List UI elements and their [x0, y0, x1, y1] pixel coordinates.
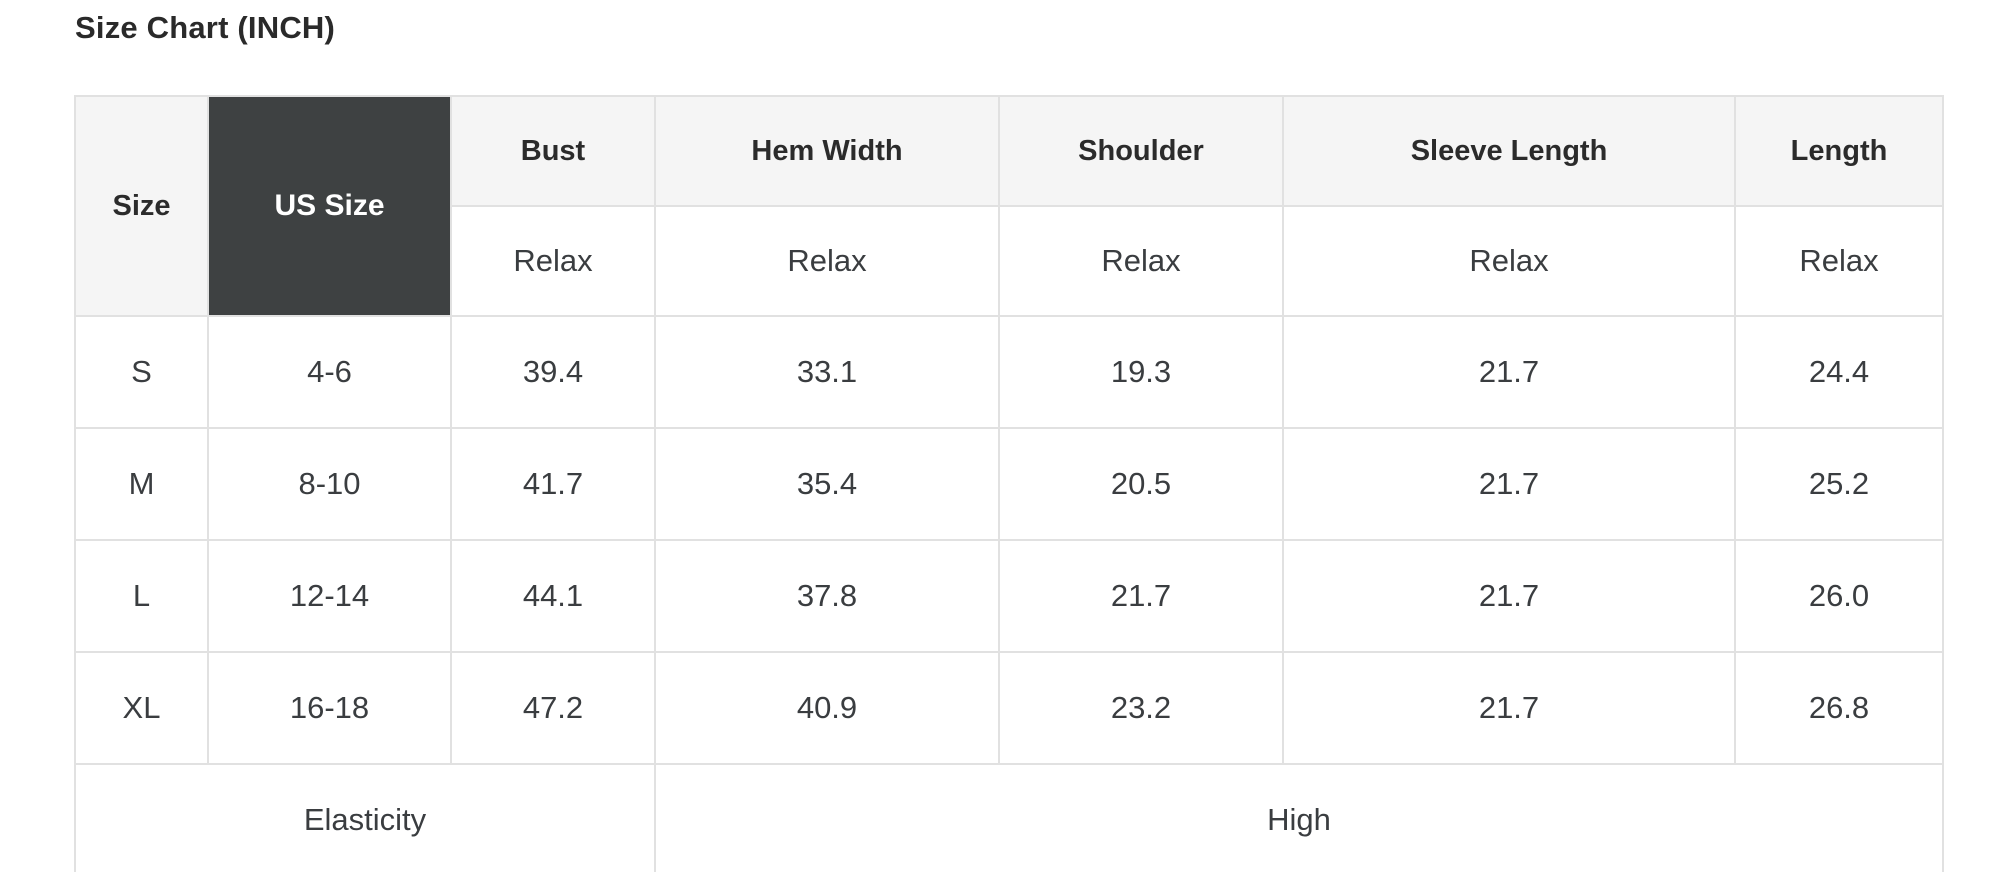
page-title: Size Chart (INCH)	[75, 10, 336, 45]
header-cell-shoulder: Shoulder	[998, 95, 1284, 207]
bust-value-cell: 39.4	[450, 315, 656, 429]
shoulder-value-cell: 23.2	[998, 651, 1284, 765]
table-row-m: M 8-10 41.7 35.4 20.5 21.7 25.2	[74, 427, 1944, 541]
sleeve-length-value-cell: 21.7	[1282, 651, 1736, 765]
hem-width-value-cell: 37.8	[654, 539, 1000, 653]
elasticity-value-cell: High	[654, 763, 1944, 872]
header-cell-sleeve-length: Sleeve Length	[1282, 95, 1736, 207]
bust-value-cell: 47.2	[450, 651, 656, 765]
length-value-cell: 24.4	[1734, 315, 1944, 429]
sleeve-length-value-cell: 21.7	[1282, 427, 1736, 541]
elasticity-row: Elasticity High	[74, 763, 1944, 872]
table-row-l: L 12-14 44.1 37.8 21.7 21.7 26.0	[74, 539, 1944, 653]
elasticity-label-cell: Elasticity	[74, 763, 656, 872]
header-cell-length: Length	[1734, 95, 1944, 207]
length-value-cell: 26.0	[1734, 539, 1944, 653]
bust-value-cell: 44.1	[450, 539, 656, 653]
size-cell: XL	[74, 651, 209, 765]
us-size-cell: 4-6	[207, 315, 452, 429]
fit-cell-length: Relax	[1734, 205, 1944, 317]
bust-value-cell: 41.7	[450, 427, 656, 541]
header-cell-size: Size	[74, 95, 209, 317]
shoulder-value-cell: 19.3	[998, 315, 1284, 429]
header-cell-hem-width: Hem Width	[654, 95, 1000, 207]
shoulder-value-cell: 20.5	[998, 427, 1284, 541]
size-cell: S	[74, 315, 209, 429]
hem-width-value-cell: 35.4	[654, 427, 1000, 541]
us-size-cell: 16-18	[207, 651, 452, 765]
header-row-fit: Relax Relax Relax Relax Relax	[75, 205, 1944, 317]
fit-cell-bust: Relax	[450, 205, 656, 317]
us-size-cell: 8-10	[207, 427, 452, 541]
hem-width-value-cell: 40.9	[654, 651, 1000, 765]
table-row-xl: XL 16-18 47.2 40.9 23.2 21.7 26.8	[74, 651, 1944, 765]
length-value-cell: 26.8	[1734, 651, 1944, 765]
size-cell: L	[74, 539, 209, 653]
shoulder-value-cell: 21.7	[998, 539, 1284, 653]
length-value-cell: 25.2	[1734, 427, 1944, 541]
hem-width-value-cell: 33.1	[654, 315, 1000, 429]
fit-cell-hem-width: Relax	[654, 205, 1000, 317]
size-chart-table: Size US Size Bust Hem Width Shoulder Sle…	[74, 95, 1944, 872]
sleeve-length-value-cell: 21.7	[1282, 315, 1736, 429]
fit-cell-shoulder: Relax	[998, 205, 1284, 317]
header-row-measures: Size US Size Bust Hem Width Shoulder Sle…	[74, 95, 1944, 317]
table-row-s: S 4-6 39.4 33.1 19.3 21.7 24.4	[74, 315, 1944, 429]
sleeve-length-value-cell: 21.7	[1282, 539, 1736, 653]
header-cell-bust: Bust	[450, 95, 656, 207]
size-cell: M	[74, 427, 209, 541]
fit-cell-sleeve-length: Relax	[1282, 205, 1736, 317]
us-size-cell: 12-14	[207, 539, 452, 653]
header-cell-us-size: US Size	[207, 95, 452, 317]
